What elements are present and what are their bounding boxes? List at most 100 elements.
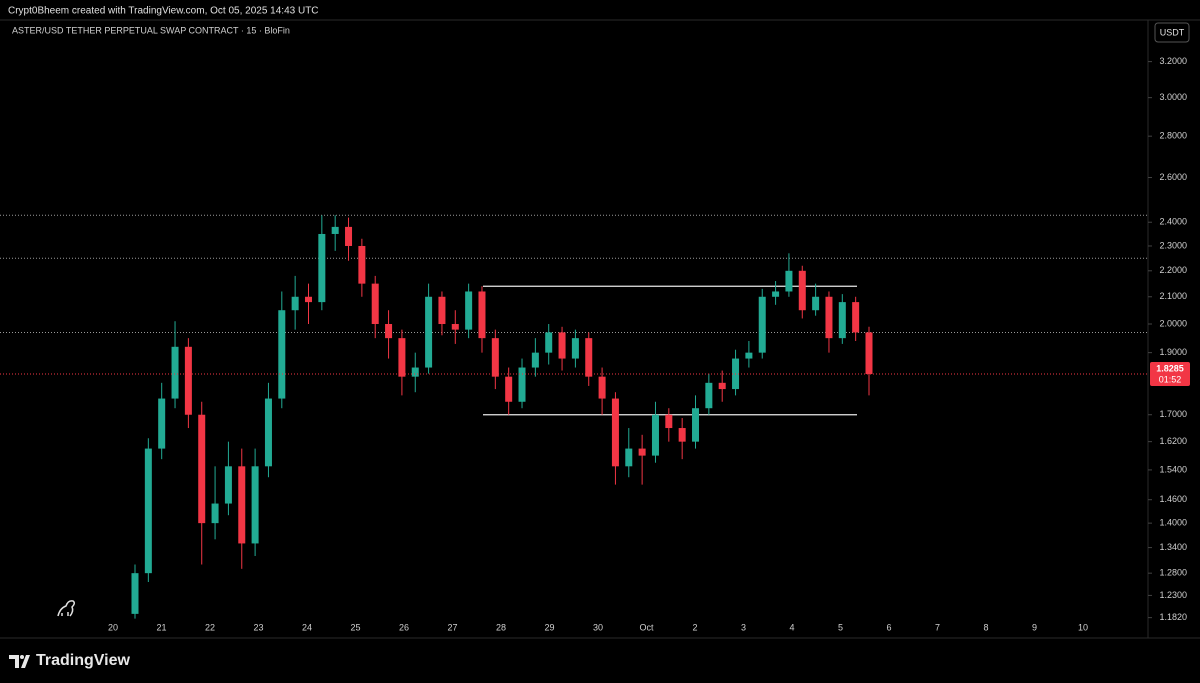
x-tick-label: 20: [108, 622, 118, 632]
candle-body: [825, 296, 833, 339]
y-tick-label: 2.8000: [1159, 131, 1187, 141]
x-tick-label: 24: [302, 622, 312, 632]
x-tick-label: 22: [205, 622, 215, 632]
y-tick-label: 1.1820: [1159, 612, 1187, 622]
candle-body: [171, 346, 179, 399]
x-tick-label: 26: [399, 622, 409, 632]
y-tick-label: 2.4000: [1159, 217, 1187, 227]
candle-body: [318, 233, 326, 303]
candle-body: [558, 332, 566, 359]
x-tick-label: 6: [886, 622, 891, 632]
candle-body: [371, 283, 379, 325]
y-tick-label: 1.6200: [1159, 436, 1187, 446]
candle-body: [438, 296, 446, 325]
candle-body: [451, 324, 459, 330]
countdown: 01:52: [1159, 374, 1182, 384]
y-tick-label: 2.0000: [1159, 318, 1187, 328]
candle-body: [665, 414, 673, 429]
y-tick-label: 2.2000: [1159, 265, 1187, 275]
candle-body: [398, 338, 406, 377]
candle-body: [772, 291, 780, 297]
candle-body: [638, 448, 646, 456]
candle-body: [224, 466, 232, 504]
x-tick-label: 4: [789, 622, 794, 632]
currency-label: USDT: [1160, 27, 1185, 37]
candle-body: [518, 367, 526, 402]
candle-body: [505, 376, 513, 402]
candle-body: [465, 291, 473, 330]
y-tick-label: 1.4600: [1159, 494, 1187, 504]
x-tick-label: 9: [1032, 622, 1037, 632]
x-tick-label: 25: [350, 622, 360, 632]
x-tick-label: 30: [593, 622, 603, 632]
candle-body: [478, 291, 486, 339]
y-tick-label: 3.2000: [1159, 56, 1187, 66]
candle-body: [531, 352, 539, 368]
y-tick-label: 2.3000: [1159, 240, 1187, 250]
candle-body: [184, 346, 192, 415]
candle-body: [571, 338, 579, 359]
x-tick-label: 23: [253, 622, 263, 632]
candle-body: [158, 398, 166, 449]
currency-badge: [1154, 22, 1190, 43]
candle-body: [838, 302, 846, 339]
brand-logo: [9, 655, 30, 668]
y-tick-label: 2.6000: [1159, 172, 1187, 182]
x-tick-label: 5: [838, 622, 843, 632]
symbol-title: ASTER/USD TETHER PERPETUAL SWAP CONTRACT…: [12, 25, 290, 35]
x-tick-label: 8: [983, 622, 988, 632]
candle-body: [331, 226, 339, 234]
x-tick-label: 2: [692, 622, 697, 632]
candle-body: [345, 226, 353, 246]
candle-body: [264, 398, 272, 467]
candle-body: [291, 296, 299, 311]
candle-body: [705, 382, 713, 409]
candle-body: [278, 310, 286, 399]
candle-body: [798, 270, 806, 311]
y-tick-label: 1.2300: [1159, 590, 1187, 600]
x-tick-label: 3: [741, 622, 746, 632]
candle-body: [598, 376, 606, 399]
candle-body: [745, 352, 753, 359]
candle-body: [131, 573, 139, 614]
candle-body: [651, 414, 659, 456]
candle-body: [611, 398, 619, 467]
y-tick-label: 1.4000: [1159, 518, 1187, 528]
candle-body: [718, 382, 726, 390]
candle-body: [758, 296, 766, 353]
candle-body: [411, 367, 419, 377]
x-tick-label: 29: [544, 622, 554, 632]
y-tick-label: 1.3400: [1159, 542, 1187, 552]
candle-body: [545, 332, 553, 353]
x-tick-label: 10: [1078, 622, 1088, 632]
x-tick-label: 21: [156, 622, 166, 632]
candle-body: [865, 332, 873, 375]
candle-body: [852, 302, 860, 333]
candle-body: [692, 408, 700, 442]
candle-body: [358, 245, 366, 284]
candle-body: [812, 296, 820, 311]
candle-body: [385, 324, 393, 339]
candle-body: [425, 296, 433, 368]
brand: TradingView: [36, 652, 131, 669]
candle-body: [304, 296, 312, 303]
y-tick-label: 1.9000: [1159, 347, 1187, 357]
x-tick-label: 7: [935, 622, 940, 632]
y-tick-label: 1.5400: [1159, 464, 1187, 474]
candle-body: [211, 503, 219, 524]
candle-body: [625, 448, 633, 467]
x-tick-label: 28: [496, 622, 506, 632]
candle-body: [144, 448, 152, 574]
last-price-label: 1.8285: [1156, 363, 1184, 373]
logo-icon: [57, 600, 76, 617]
x-tick-label: 27: [447, 622, 457, 632]
candle-body: [491, 338, 499, 377]
candle-body: [585, 338, 593, 377]
header: Crypt0Bheem created with TradingView.com…: [8, 6, 319, 17]
y-tick-label: 1.7000: [1159, 409, 1187, 419]
y-tick-label: 2.1000: [1159, 291, 1187, 301]
y-tick-label: 3.0000: [1159, 92, 1187, 102]
